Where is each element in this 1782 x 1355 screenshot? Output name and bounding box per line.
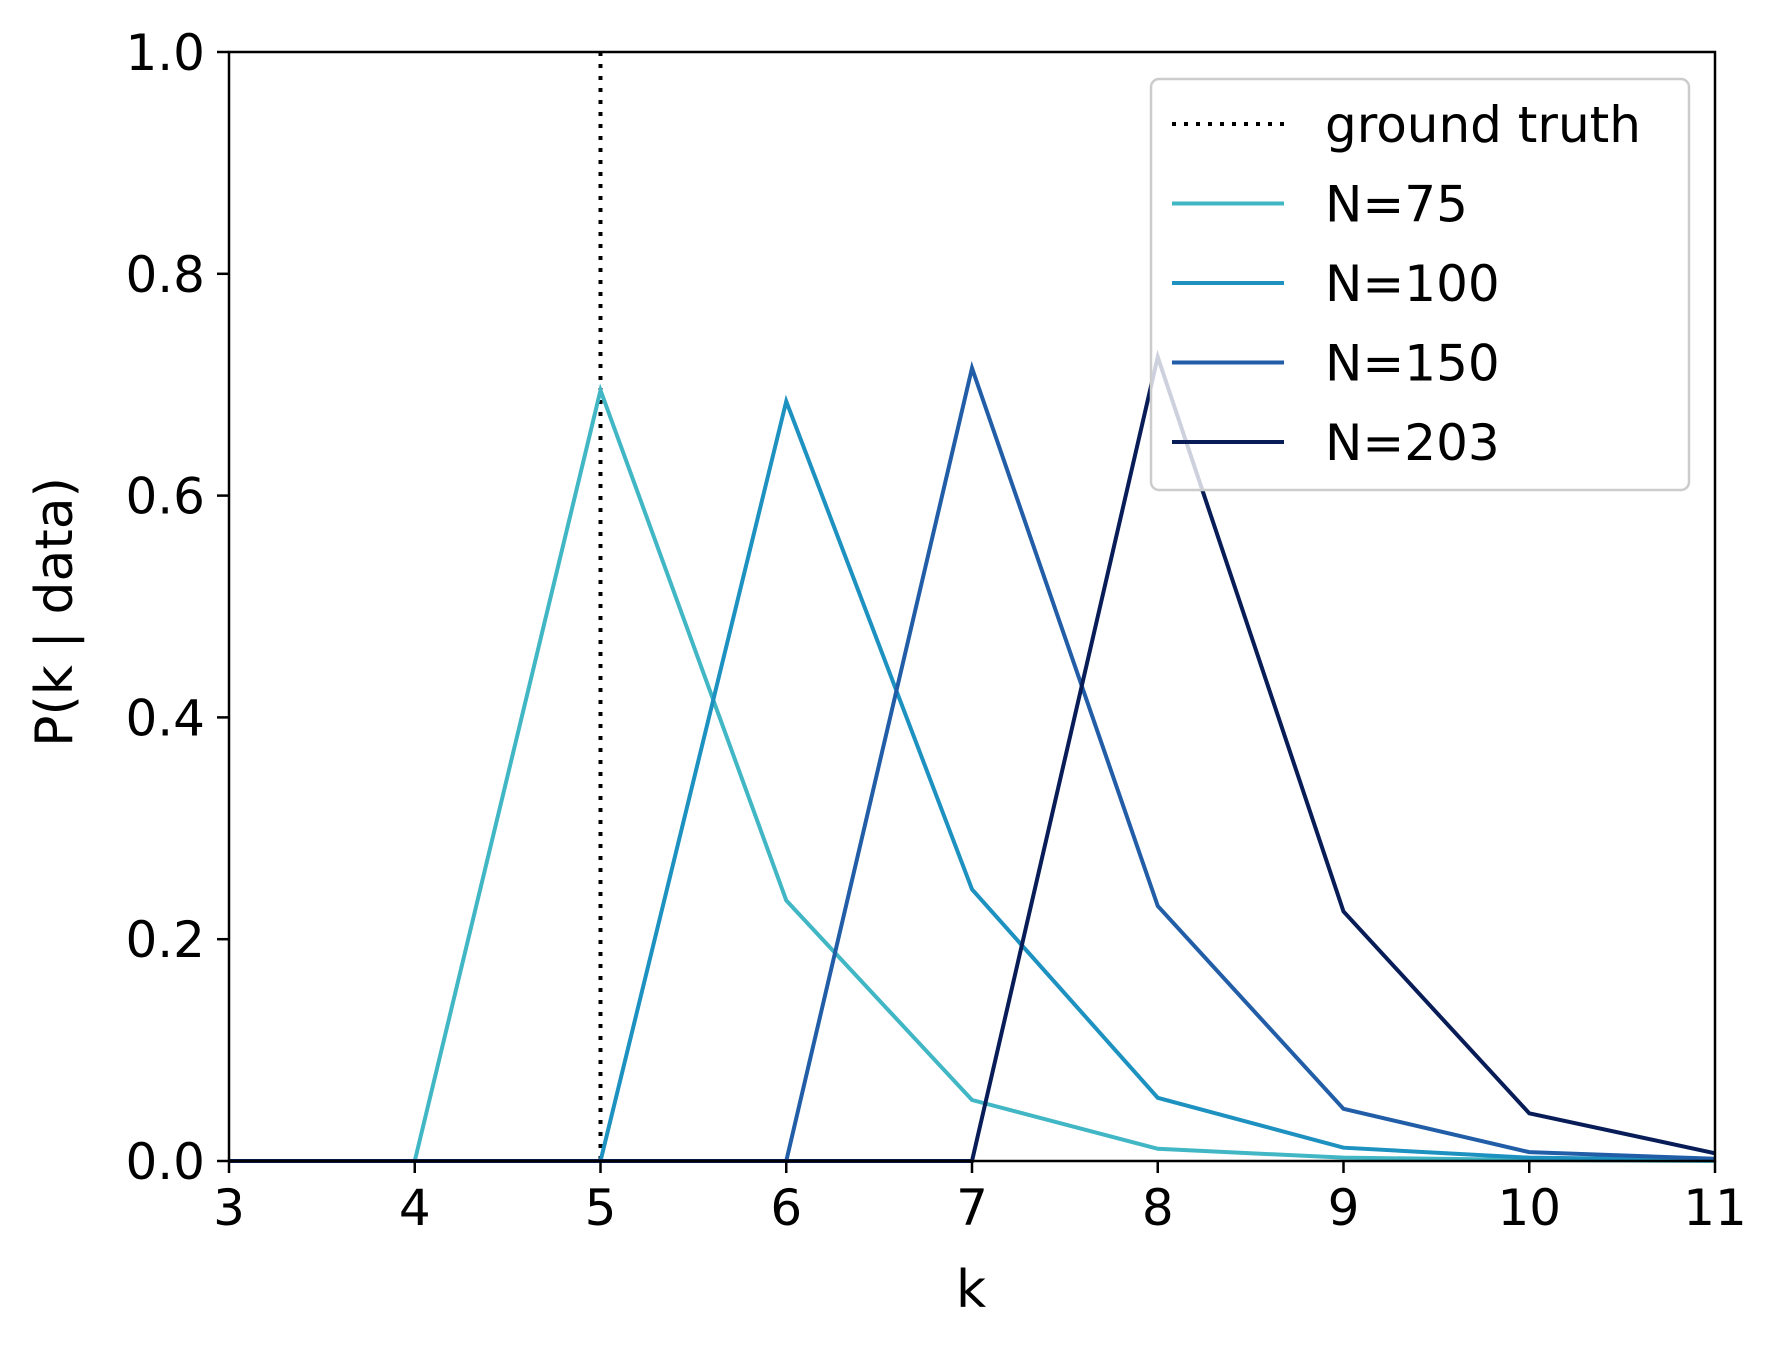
series-line-n-100: [229, 394, 1715, 1163]
x-tick-label: 10: [1497, 1179, 1561, 1237]
legend-label: N=75: [1325, 176, 1468, 234]
x-tick-label: 5: [585, 1179, 617, 1237]
x-tick-label: 7: [956, 1179, 988, 1237]
legend-label: N=100: [1325, 255, 1500, 313]
legend-label: N=203: [1325, 414, 1500, 472]
series-line-n-75: [229, 383, 1715, 1163]
y-tick-label: 0.2: [125, 911, 205, 969]
y-tick-label: 0.0: [125, 1133, 205, 1191]
y-tick-label: 0.8: [125, 246, 205, 304]
x-tick-label: 3: [213, 1179, 245, 1237]
y-axis-label: P(k | data): [25, 477, 85, 747]
x-tick-label: 4: [399, 1179, 431, 1237]
legend: ground truth N=75 N=100 N=150 N=203: [1149, 77, 1691, 492]
x-tick-label: 11: [1683, 1179, 1747, 1237]
legend-label: N=150: [1325, 335, 1500, 393]
x-tick-label: 8: [1142, 1179, 1174, 1237]
y-tick-label: 0.6: [125, 468, 205, 526]
x-axis-label: k: [956, 1260, 986, 1320]
legend-label: ground truth: [1325, 96, 1641, 154]
legend-box: [1149, 77, 1691, 492]
y-tick-label: 0.4: [125, 689, 205, 747]
y-tick-label: 1.0: [125, 24, 205, 82]
axes: k P(k | data) 3 4 5 6 7 8 9 10 11 0.0 0.2 0.4 0.6 0.8…: [25, 24, 1747, 1320]
x-tick-label: 6: [770, 1179, 802, 1237]
x-tick-label: 9: [1328, 1179, 1360, 1237]
